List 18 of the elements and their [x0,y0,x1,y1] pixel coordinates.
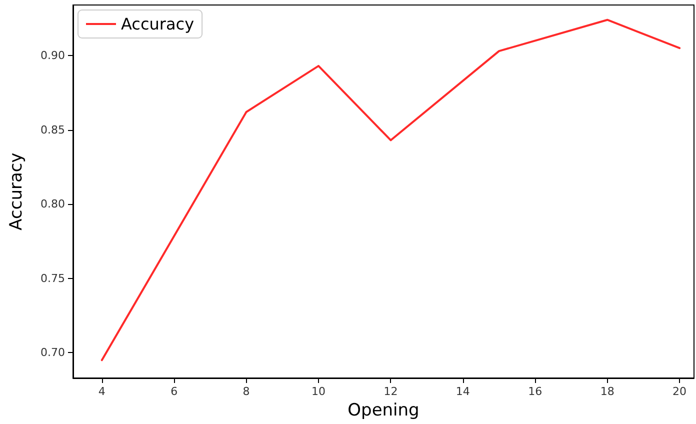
y-tick-label: 0.90 [40,49,65,62]
y-tick-label: 0.80 [40,198,65,211]
x-tick-label: 20 [672,385,687,398]
x-tick-label: 4 [98,385,106,398]
x-tick-label: 6 [170,385,178,398]
x-tick-label: 18 [600,385,614,398]
y-tick-label: 0.75 [40,272,65,285]
line-series [100,18,681,362]
y-tick-label: 0.70 [40,346,65,360]
x-tick-label: 16 [528,385,542,398]
x-tick-label: 12 [384,385,398,398]
legend-label: Accuracy [121,14,194,34]
y-tick-label: 0.85 [40,123,65,136]
x-tick-label: 10 [312,385,326,398]
x-tick-label: 8 [242,385,250,398]
x-axis-title: Opening [348,400,420,420]
y-axis-title: Accuracy [6,152,26,230]
x-tick-label: 14 [456,385,470,398]
